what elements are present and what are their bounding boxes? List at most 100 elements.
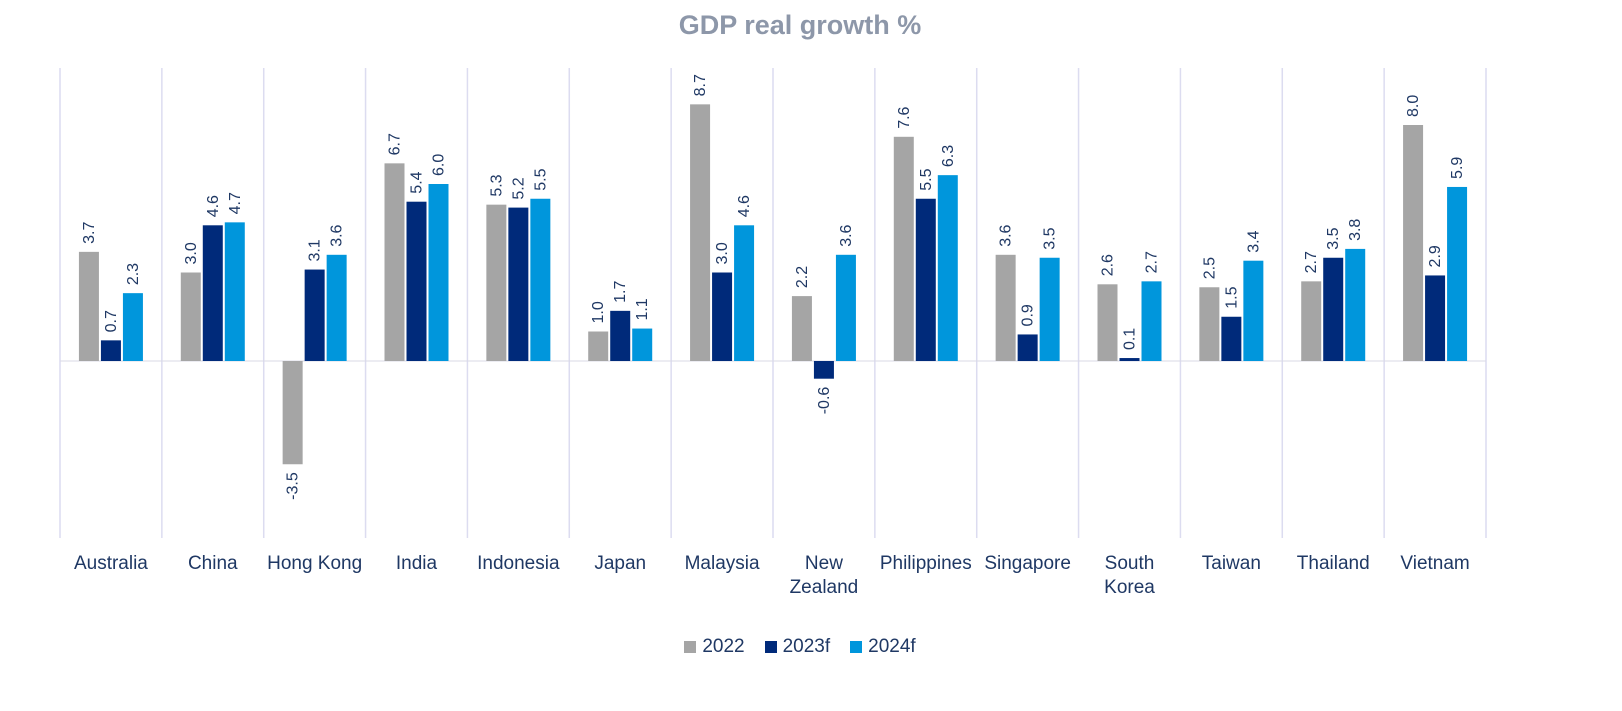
legend-label: 2023f: [782, 636, 831, 657]
bar-2023f-taiwan: [1221, 316, 1242, 361]
data-label: 1.5: [1223, 286, 1240, 308]
bar-2022-new-zealand: [791, 296, 812, 361]
data-label: 2.2: [794, 266, 811, 288]
data-label: 0.7: [103, 310, 120, 332]
category-label: Thailand: [1297, 553, 1370, 574]
legend: 2022 2023f 2024f: [0, 636, 1600, 658]
bar-2024f-vietnam: [1447, 186, 1468, 361]
data-label: -0.6: [816, 387, 833, 415]
data-label: 5.9: [1449, 157, 1466, 179]
data-label: 3.6: [998, 224, 1015, 246]
bar-2022-malaysia: [690, 104, 711, 361]
chart-title: GDP real growth %: [678, 10, 922, 40]
data-label: 1.0: [590, 301, 607, 323]
data-label: 3.5: [1042, 227, 1059, 249]
bar-2023f-vietnam: [1425, 275, 1446, 361]
data-label: 0.9: [1020, 304, 1037, 326]
bar-2023f-hong-kong: [304, 269, 325, 361]
data-label: 1.1: [634, 298, 651, 320]
data-label: 3.6: [838, 224, 855, 246]
data-label: 5.5: [918, 168, 935, 190]
bar-2022-vietnam: [1403, 125, 1424, 361]
legend-swatch: [850, 641, 863, 653]
bar-2023f-south-korea: [1119, 358, 1140, 361]
bar-2024f-malaysia: [734, 225, 755, 361]
bar-2024f-philippines: [937, 175, 958, 361]
bar-2022-south-korea: [1097, 284, 1118, 361]
category-label: Vietnam: [1400, 553, 1469, 574]
bar-2024f-china: [224, 222, 245, 361]
data-label: 2.9: [1427, 245, 1444, 267]
data-label: 8.0: [1405, 95, 1422, 117]
bar-2022-australia: [78, 251, 99, 361]
category-label: New: [805, 553, 843, 574]
bar-2024f-indonesia: [530, 198, 551, 361]
bar-2022-singapore: [995, 254, 1016, 361]
bar-2023f-new-zealand: [813, 361, 834, 379]
data-label: 2.5: [1201, 257, 1218, 279]
category-labels: Australia China Hong Kong India Indonesia Jap…: [74, 553, 1470, 598]
data-label: 6.7: [387, 133, 404, 155]
data-label: 2.6: [1100, 254, 1117, 276]
bar-2022-japan: [588, 331, 609, 361]
bar-2023f-australia: [100, 340, 121, 361]
data-label: 4.6: [736, 195, 753, 217]
category-label: Indonesia: [477, 553, 560, 574]
bar-2023f-china: [202, 225, 223, 361]
bar-2022-india: [384, 163, 405, 361]
bar-2023f-singapore: [1017, 334, 1038, 361]
bar-2023f-indonesia: [508, 207, 529, 361]
bar-2022-china: [180, 272, 201, 361]
bar-2023f-japan: [610, 310, 631, 361]
category-label: Malaysia: [685, 553, 760, 574]
data-label: 3.0: [714, 242, 731, 264]
bar-2022-philippines: [893, 136, 914, 361]
data-label: 6.0: [431, 154, 448, 176]
data-label: 2.7: [1303, 251, 1320, 273]
category-label: Korea: [1104, 577, 1155, 598]
bar-2024f-singapore: [1039, 257, 1060, 361]
data-label: 3.7: [81, 222, 98, 244]
bar-2022-taiwan: [1199, 287, 1220, 361]
category-label: Japan: [594, 553, 646, 574]
data-label: 3.6: [329, 224, 346, 246]
bar-2024f-taiwan: [1243, 260, 1264, 361]
category-label: Philippines: [880, 553, 972, 574]
data-label: 6.3: [940, 145, 957, 167]
data-label: 4.7: [227, 192, 244, 214]
category-label: Hong Kong: [267, 553, 362, 574]
bar-2024f-india: [428, 184, 449, 361]
bars: [78, 104, 1468, 465]
legend-item-2022: 2022: [684, 636, 745, 658]
data-label: 2.3: [125, 263, 142, 285]
data-label: 2.7: [1144, 251, 1161, 273]
category-label: Zealand: [790, 577, 859, 598]
category-label: South: [1105, 553, 1155, 574]
data-label: 5.3: [488, 174, 505, 196]
bar-2022-hong-kong: [282, 361, 303, 465]
bar-2024f-hong-kong: [326, 254, 347, 361]
data-label: 5.2: [510, 177, 527, 199]
bar-2023f-india: [406, 201, 427, 361]
legend-item-2024f: 2024f: [850, 636, 916, 658]
data-label: 3.5: [1325, 227, 1342, 249]
category-label: Singapore: [984, 553, 1071, 574]
category-label: China: [188, 553, 238, 574]
data-label: 3.4: [1245, 230, 1262, 252]
bar-2022-indonesia: [486, 204, 507, 361]
data-label: 5.4: [409, 171, 426, 193]
category-label: India: [396, 553, 438, 574]
bar-2022-thailand: [1301, 281, 1322, 361]
data-label: 0.1: [1122, 328, 1139, 350]
legend-swatch: [764, 641, 777, 653]
category-label: Taiwan: [1202, 553, 1261, 574]
bar-2024f-australia: [122, 293, 143, 361]
bar-2024f-thailand: [1345, 248, 1366, 361]
legend-swatch: [684, 641, 697, 653]
bar-2024f-japan: [632, 328, 653, 361]
legend-label: 2022: [702, 636, 745, 657]
data-label: 7.6: [896, 106, 913, 128]
bar-2023f-philippines: [915, 198, 936, 361]
data-label: 5.5: [532, 168, 549, 190]
data-label: 3.1: [307, 239, 324, 261]
